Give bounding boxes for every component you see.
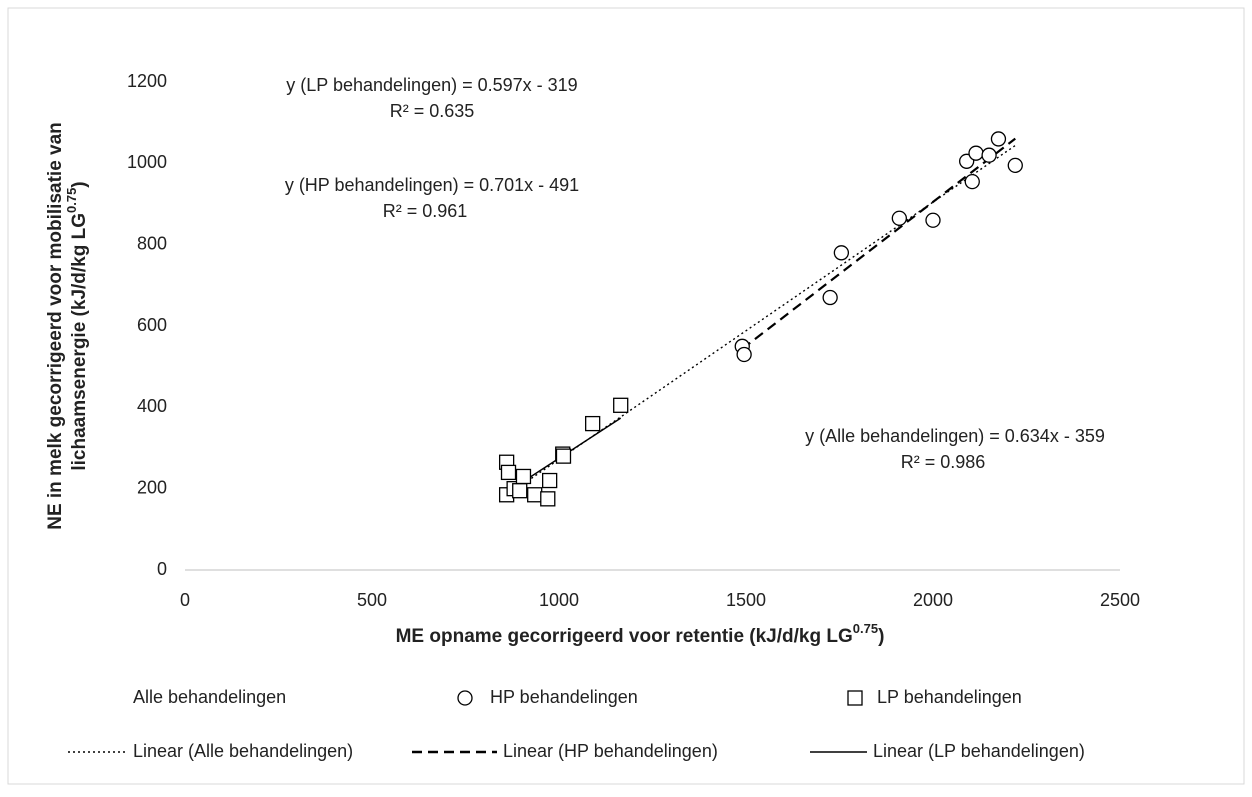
point (540, 491, 556, 507)
point (585, 415, 601, 432)
point (822, 289, 838, 306)
y-label-text: lichaamsenergie (kJ/d/kg LG (69, 213, 90, 471)
y-tick-label: 600 (137, 315, 167, 335)
x-tick-label: 2500 (1100, 590, 1140, 610)
y-tick-label: 1000 (127, 152, 167, 172)
y-label-line: NE in melk gecorrigeerd voor mobilisatie… (45, 122, 66, 530)
y-label-end: ) (69, 181, 90, 187)
x-tick-label: 1000 (539, 590, 579, 610)
legend-label: Alle behandelingen (133, 687, 286, 707)
y-label-sup: 0.75 (64, 188, 79, 213)
trendline-equation: R² = 0.986 (901, 452, 986, 472)
x-tick-label: 1500 (726, 590, 766, 610)
legend-marker (457, 690, 473, 706)
legend-label: Linear (Alle behandelingen) (133, 741, 353, 761)
y-axis-label: NE in melk gecorrigeerd voor mobilisatie… (45, 122, 90, 530)
legend-label: Linear (HP behandelingen) (503, 741, 718, 761)
point (981, 147, 997, 163)
x-label-sup: 0.75 (853, 621, 878, 636)
point (891, 210, 907, 226)
point (925, 212, 941, 228)
point (968, 145, 984, 161)
legend-label: Linear (LP behandelingen) (873, 741, 1085, 761)
point (1007, 157, 1023, 174)
point (515, 468, 532, 485)
x-tick-label: 500 (357, 590, 387, 610)
legend-label: HP behandelingen (490, 687, 638, 707)
point (512, 483, 528, 499)
x-tick-label: 2000 (913, 590, 953, 610)
point (736, 346, 752, 363)
point (542, 472, 558, 489)
trendline-equation: R² = 0.961 (383, 201, 468, 221)
trendline-equation: y (LP behandelingen) = 0.597x - 319 (286, 75, 577, 95)
legend-label: LP behandelingen (877, 687, 1022, 707)
trendline-equation: y (HP behandelingen) = 0.701x - 491 (285, 175, 579, 195)
trendline-equation: y (Alle behandelingen) = 0.634x - 359 (805, 426, 1105, 446)
y-tick-label: 1200 (127, 71, 167, 91)
point (500, 464, 517, 481)
y-tick-label: 800 (137, 233, 167, 253)
y-label-line: lichaamsenergie (kJ/d/kg LG0.75) (64, 181, 90, 470)
trendline-equation: R² = 0.635 (390, 101, 475, 121)
x-label-end: ) (878, 626, 884, 647)
x-axis-label: ME opname gecorrigeerd voor retentie (kJ… (396, 621, 885, 647)
point (964, 173, 980, 190)
x-label-text: ME opname gecorrigeerd voor retentie (kJ… (396, 626, 853, 647)
point (613, 397, 629, 413)
point (527, 487, 543, 503)
legend-marker (847, 690, 863, 706)
x-tick-label: 0 (180, 590, 190, 610)
chart-border (7, 7, 1245, 785)
y-tick-label: 0 (157, 559, 167, 579)
y-tick-label: 200 (137, 477, 167, 497)
point (833, 245, 850, 261)
point (555, 448, 572, 464)
y-tick-label: 400 (137, 396, 167, 416)
trendline (741, 137, 1016, 350)
point (990, 131, 1007, 147)
